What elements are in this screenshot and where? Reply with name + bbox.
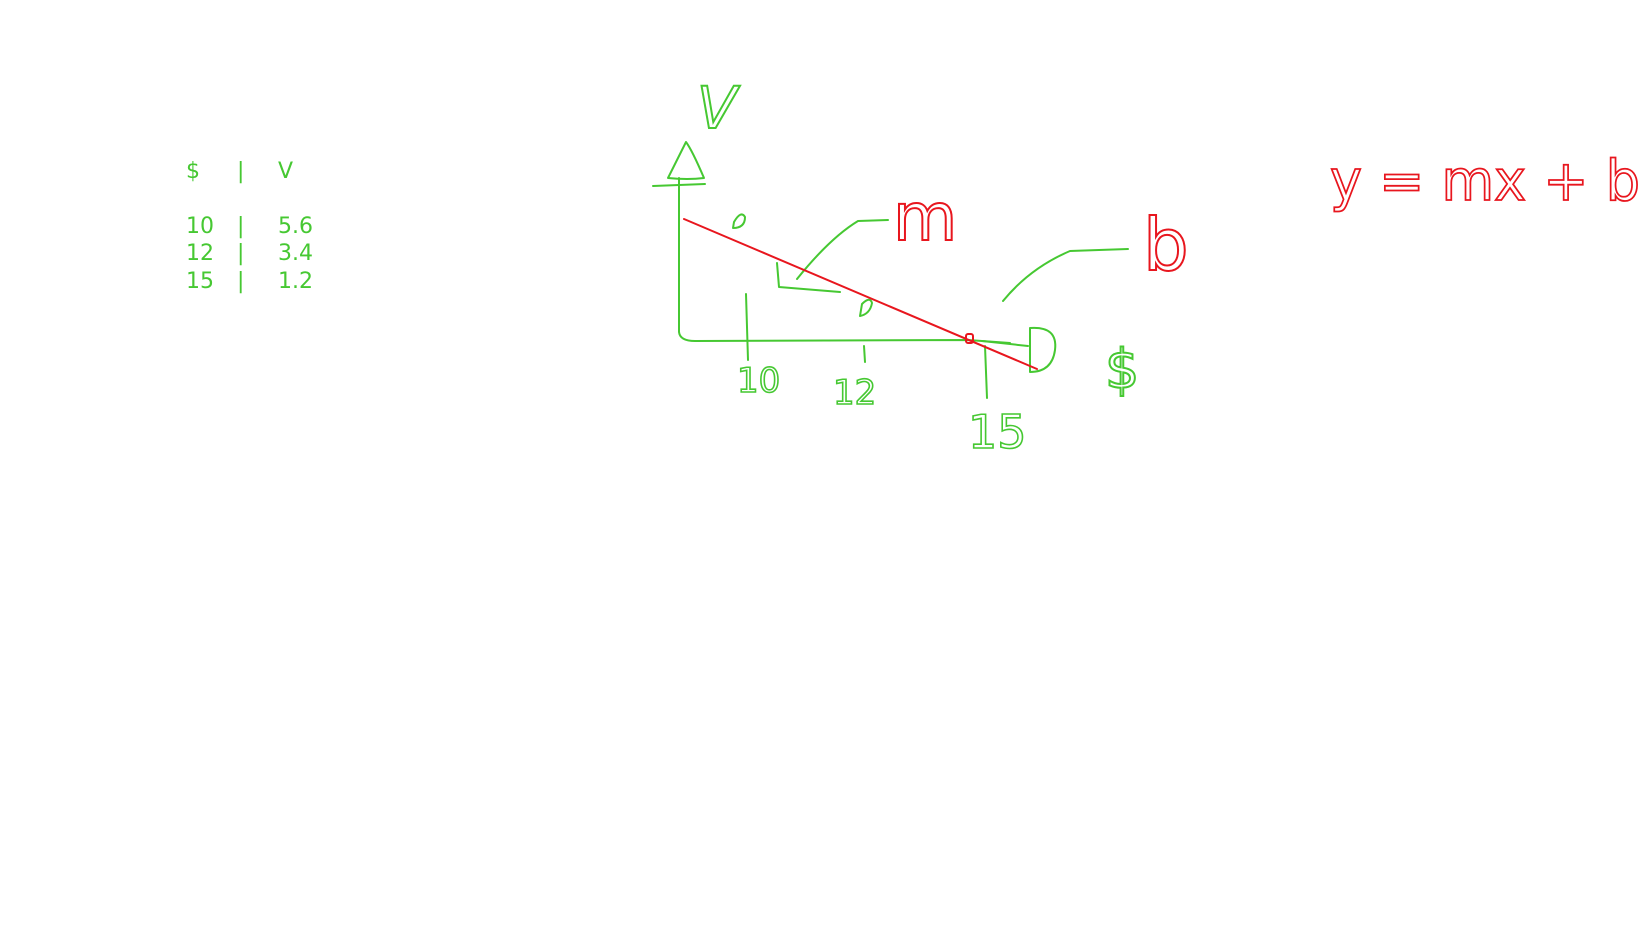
cell-v: 3.4 <box>278 241 313 266</box>
header-separator: | <box>237 159 245 184</box>
intercept-leader <box>1002 248 1129 302</box>
y-axis-cap <box>652 183 706 187</box>
cell-price: 10 <box>186 213 214 239</box>
cell-separator: | <box>237 268 245 294</box>
slope-leader <box>796 219 889 280</box>
y-axis-label: V <box>697 74 741 142</box>
x-axis-arrow-icon <box>1029 326 1057 373</box>
x-tick-12 <box>863 345 866 363</box>
axes-group <box>652 141 1129 399</box>
x-tick-label-15: 15 <box>968 405 1027 459</box>
y-axis-arrow-icon <box>667 141 705 180</box>
cell-separator: | <box>237 213 245 239</box>
cell-price: 15 <box>186 268 214 294</box>
slope-bracket <box>776 262 841 293</box>
intercept-label: b <box>1143 203 1189 287</box>
data-point-10 <box>732 213 746 229</box>
regression-line <box>683 218 1038 370</box>
data-point-12 <box>859 298 873 317</box>
header-v: V <box>278 159 294 184</box>
cell-separator: | <box>237 241 245 266</box>
cell-price: 12 <box>186 241 214 266</box>
cell-v: 5.6 <box>278 213 313 239</box>
x-axis-arrow-stroke <box>981 340 1029 347</box>
regression-group <box>683 218 1038 370</box>
cell-v: 1.2 <box>278 268 313 294</box>
x-tick-15 <box>984 345 988 399</box>
header-price: $ <box>186 159 200 184</box>
equation-label: y = mx + b <box>1330 149 1640 214</box>
slope-label: m <box>893 179 957 256</box>
intercept-point <box>965 333 974 344</box>
x-tick-10 <box>745 293 749 361</box>
x-tick-label-12: 12 <box>833 373 876 413</box>
x-axis-label: $ <box>1105 338 1139 401</box>
x-tick-label-10: 10 <box>737 361 780 401</box>
y-axis <box>678 177 1011 344</box>
